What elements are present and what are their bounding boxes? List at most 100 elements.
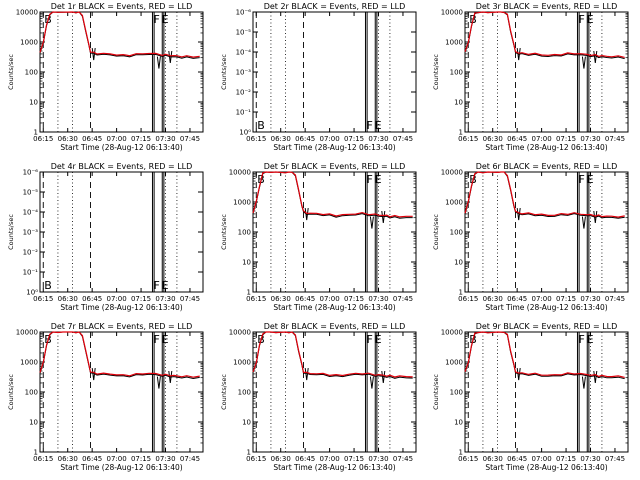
plot-frame — [39, 171, 204, 293]
marker-e: E — [162, 333, 169, 346]
x-axis-label: Start Time (28-Aug-12 06:13:40) — [485, 463, 607, 472]
marker-e: E — [162, 13, 169, 26]
y-tick-label: 1 — [459, 289, 463, 297]
panel-title: Det 5r BLACK = Events, RED = LLD — [264, 162, 406, 171]
marker-f: F — [578, 173, 584, 186]
x-tick-label: 06:30 — [271, 135, 291, 143]
panel-p7: Det 7r BLACK = Events, RED = LLD 06:15 06:… — [7, 322, 204, 472]
x-axis-label: Start Time (28-Aug-12 06:13:40) — [60, 463, 182, 472]
y-tick-label: 10000 — [441, 169, 463, 177]
y-tick-label: 100 — [25, 69, 38, 77]
x-tick-label: 06:15 — [33, 295, 53, 303]
series-lld — [464, 171, 625, 218]
x-tick-label: 06:15 — [246, 295, 266, 303]
panel-title: Det 9r BLACK = Events, RED = LLD — [476, 322, 618, 331]
x-tick-label: 07:00 — [107, 295, 127, 303]
x-tick-label: 06:30 — [58, 455, 78, 463]
y-tick-label: 100 — [238, 389, 251, 397]
x-tick-label: 06:45 — [507, 455, 527, 463]
series-lld — [39, 11, 200, 58]
marker-f: F — [366, 173, 372, 186]
y-tick-label: 100 — [450, 389, 463, 397]
y-tick-label: 1000 — [20, 359, 38, 367]
y-axis-label: Counts/sec — [432, 374, 440, 410]
y-tick-label: 10000 — [229, 169, 251, 177]
marker-f: F — [578, 13, 584, 26]
x-tick-label: 07:00 — [532, 455, 552, 463]
y-tick-label: 10⁻⁵ — [23, 189, 39, 197]
marker-b: B — [44, 279, 52, 292]
x-tick-label: 06:30 — [271, 455, 291, 463]
x-tick-label: 07:30 — [368, 135, 388, 143]
plot-frame — [464, 171, 629, 293]
marker-f: F — [578, 333, 584, 346]
x-tick-label: 06:15 — [33, 135, 53, 143]
y-tick-label: 1000 — [445, 359, 463, 367]
panel-p5: Det 5r BLACK = Events, RED = LLD 06:15 06:… — [220, 162, 417, 312]
panel-p1: Det 1r BLACK = Events, RED = LLD 06:15 06:… — [7, 2, 204, 152]
panel-title: Det 4r BLACK = Events, RED = LLD — [51, 162, 193, 171]
x-tick-label: 06:45 — [82, 295, 102, 303]
x-axis-label: Start Time (28-Aug-12 06:13:40) — [60, 303, 182, 312]
x-tick-label: 06:45 — [295, 135, 315, 143]
x-tick-label: 07:15 — [131, 295, 151, 303]
y-tick-label: 10⁻³ — [23, 229, 39, 237]
x-axis-label: Start Time (28-Aug-12 06:13:40) — [485, 303, 607, 312]
x-tick-label: 07:30 — [580, 135, 600, 143]
x-axis-label: Start Time (28-Aug-12 06:13:40) — [485, 143, 607, 152]
series-lld — [39, 331, 200, 378]
x-tick-label: 07:45 — [605, 455, 625, 463]
marker-e: E — [375, 173, 382, 186]
x-tick-label: 06:15 — [246, 135, 266, 143]
x-tick-label: 06:30 — [58, 295, 78, 303]
x-tick-label: 06:30 — [483, 295, 503, 303]
x-tick-label: 06:30 — [271, 295, 291, 303]
x-axis-label: Start Time (28-Aug-12 06:13:40) — [60, 143, 182, 152]
series-events — [464, 11, 625, 69]
x-tick-label: 07:45 — [605, 295, 625, 303]
y-tick-label: 10⁻³ — [236, 69, 252, 77]
marker-e: E — [587, 333, 594, 346]
x-tick-label: 06:30 — [483, 135, 503, 143]
x-tick-label: 06:45 — [82, 135, 102, 143]
x-tick-label: 07:00 — [107, 135, 127, 143]
series-events — [464, 171, 625, 229]
marker-f: F — [153, 13, 159, 26]
x-tick-label: 07:45 — [605, 135, 625, 143]
panel-title: Det 6r BLACK = Events, RED = LLD — [476, 162, 618, 171]
y-tick-label: 10 — [242, 259, 251, 267]
y-tick-label: 10000 — [441, 9, 463, 17]
panel-title: Det 1r BLACK = Events, RED = LLD — [51, 2, 193, 11]
marker-e: E — [587, 13, 594, 26]
y-tick-label: 10 — [29, 419, 38, 427]
x-tick-label: 06:15 — [458, 135, 478, 143]
y-tick-label: 10⁻¹ — [23, 269, 39, 277]
x-tick-label: 06:30 — [58, 135, 78, 143]
x-tick-label: 07:30 — [155, 455, 175, 463]
marker-f: F — [366, 333, 372, 346]
y-tick-label: 100 — [450, 69, 463, 77]
y-tick-label: 1000 — [233, 359, 251, 367]
series-lld — [252, 331, 413, 378]
plot-frame — [464, 11, 629, 133]
x-tick-label: 07:45 — [393, 455, 413, 463]
y-axis-label: Counts/sec — [7, 54, 15, 90]
y-tick-label: 10⁻² — [23, 249, 39, 257]
x-tick-label: 07:45 — [393, 295, 413, 303]
marker-f: F — [153, 333, 159, 346]
y-tick-label: 100 — [25, 389, 38, 397]
panel-title: Det 2r BLACK = Events, RED = LLD — [264, 2, 406, 11]
x-tick-label: 06:15 — [458, 295, 478, 303]
panel-p4: Det 4r BLACK = Events, RED = LLD 06:15 06:… — [7, 162, 204, 312]
y-axis-label: Counts/sec — [7, 374, 15, 410]
x-tick-label: 07:30 — [580, 455, 600, 463]
panel-title: Det 8r BLACK = Events, RED = LLD — [264, 322, 406, 331]
y-tick-label: 1000 — [445, 199, 463, 207]
y-tick-label: 10 — [454, 259, 463, 267]
y-axis-label: Counts/sec — [432, 54, 440, 90]
plot-frame — [39, 331, 204, 453]
series-lld — [464, 331, 625, 378]
y-tick-label: 100 — [450, 229, 463, 237]
x-tick-label: 07:15 — [556, 135, 576, 143]
